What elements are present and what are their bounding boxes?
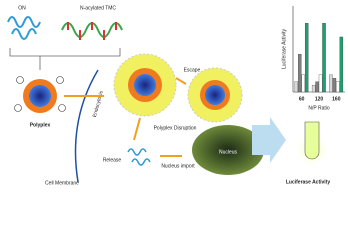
cell-membrane xyxy=(74,69,99,183)
x-axis-label: N/P Ratio xyxy=(308,105,330,111)
on-label: ON xyxy=(18,5,26,11)
escape-label: Escape xyxy=(184,67,201,73)
bar xyxy=(311,84,316,93)
tmc-label: N-acylated TMC xyxy=(80,5,116,11)
diagram: ON N-acylated TMC Polyplex Cell Membrane… xyxy=(7,5,345,186)
result-label: Luciferase Activity xyxy=(286,179,330,185)
bracket xyxy=(9,48,121,70)
membrane-label: Cell Membrane xyxy=(45,180,79,186)
polyplex-core xyxy=(29,85,51,107)
endocytosis-label: Endocytosis xyxy=(92,90,105,118)
polyplex-label: Polyplex xyxy=(30,122,51,128)
nucleus xyxy=(192,125,264,175)
on-strand xyxy=(127,148,151,166)
x-tick-label: 120 xyxy=(315,96,324,102)
tube xyxy=(304,121,320,160)
tmc-side xyxy=(67,22,117,40)
on-strand xyxy=(7,16,41,28)
disruption-label: Polyplex Disruption xyxy=(154,125,197,131)
result-arrow xyxy=(252,117,286,163)
arrow xyxy=(133,117,141,141)
bar xyxy=(329,74,333,93)
bar xyxy=(301,74,305,93)
bar xyxy=(298,54,302,93)
bar xyxy=(339,36,344,93)
bar xyxy=(294,81,299,93)
import-label: Nucleus import xyxy=(161,163,195,169)
bar xyxy=(318,74,323,93)
arrow xyxy=(175,77,187,85)
bar xyxy=(304,23,309,93)
charges xyxy=(14,76,66,112)
page: ON N-acylated TMC Polyplex Cell Membrane… xyxy=(7,5,345,187)
bar xyxy=(322,23,326,93)
on-strand xyxy=(11,28,37,40)
x-tick-label: 160 xyxy=(332,96,341,102)
y-axis-label: Luciferase Activity xyxy=(281,28,287,69)
x-tick-label: 60 xyxy=(299,96,305,102)
bar xyxy=(336,81,340,93)
polyplex-core xyxy=(205,85,225,105)
release-label: Release xyxy=(103,157,122,163)
bar xyxy=(332,78,337,93)
nucleus-label: Nucleus xyxy=(219,149,238,155)
polyplex-core xyxy=(134,74,156,96)
bar xyxy=(315,81,319,93)
